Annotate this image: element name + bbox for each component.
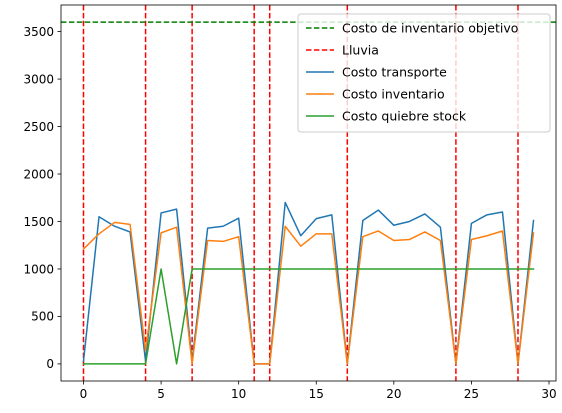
y-tick-label: 500 bbox=[31, 310, 54, 324]
x-tick-label: 5 bbox=[157, 387, 165, 401]
rain-event-lines bbox=[82, 5, 519, 381]
legend-label: Costo transporte bbox=[342, 65, 447, 80]
legend-label: Costo de inventario objetivo bbox=[342, 21, 518, 36]
legend: Costo de inventario objetivo Lluvia Costo … bbox=[297, 13, 551, 133]
y-axis-ticks: 0 500 1000 1500 2000 2500 3000 3500 bbox=[23, 25, 61, 371]
x-axis-ticks: 0 5 10 15 20 25 30 bbox=[80, 381, 557, 401]
legend-label: Lluvia bbox=[342, 43, 379, 58]
y-tick-label: 3500 bbox=[23, 25, 54, 39]
x-tick-label: 25 bbox=[464, 387, 479, 401]
y-tick-label: 3000 bbox=[23, 72, 54, 86]
series-line-1 bbox=[82, 221, 535, 365]
x-tick-label: 0 bbox=[80, 387, 88, 401]
y-tick-label: 1000 bbox=[23, 262, 54, 276]
y-tick-label: 2500 bbox=[23, 120, 54, 134]
plot-frame bbox=[60, 4, 557, 382]
series-line-2 bbox=[82, 268, 535, 365]
y-tick-label: 1500 bbox=[23, 215, 54, 229]
x-tick-label: 20 bbox=[386, 387, 401, 401]
x-tick-label: 10 bbox=[231, 387, 246, 401]
data-series bbox=[82, 201, 535, 365]
legend-label: Costo quiebre stock bbox=[342, 109, 467, 124]
legend-label: Costo inventario bbox=[342, 87, 445, 102]
y-tick-label: 2000 bbox=[23, 167, 54, 181]
x-tick-label: 30 bbox=[541, 387, 556, 401]
x-tick-label: 15 bbox=[309, 387, 324, 401]
legend-box bbox=[297, 13, 551, 133]
y-tick-label: 0 bbox=[46, 357, 54, 371]
